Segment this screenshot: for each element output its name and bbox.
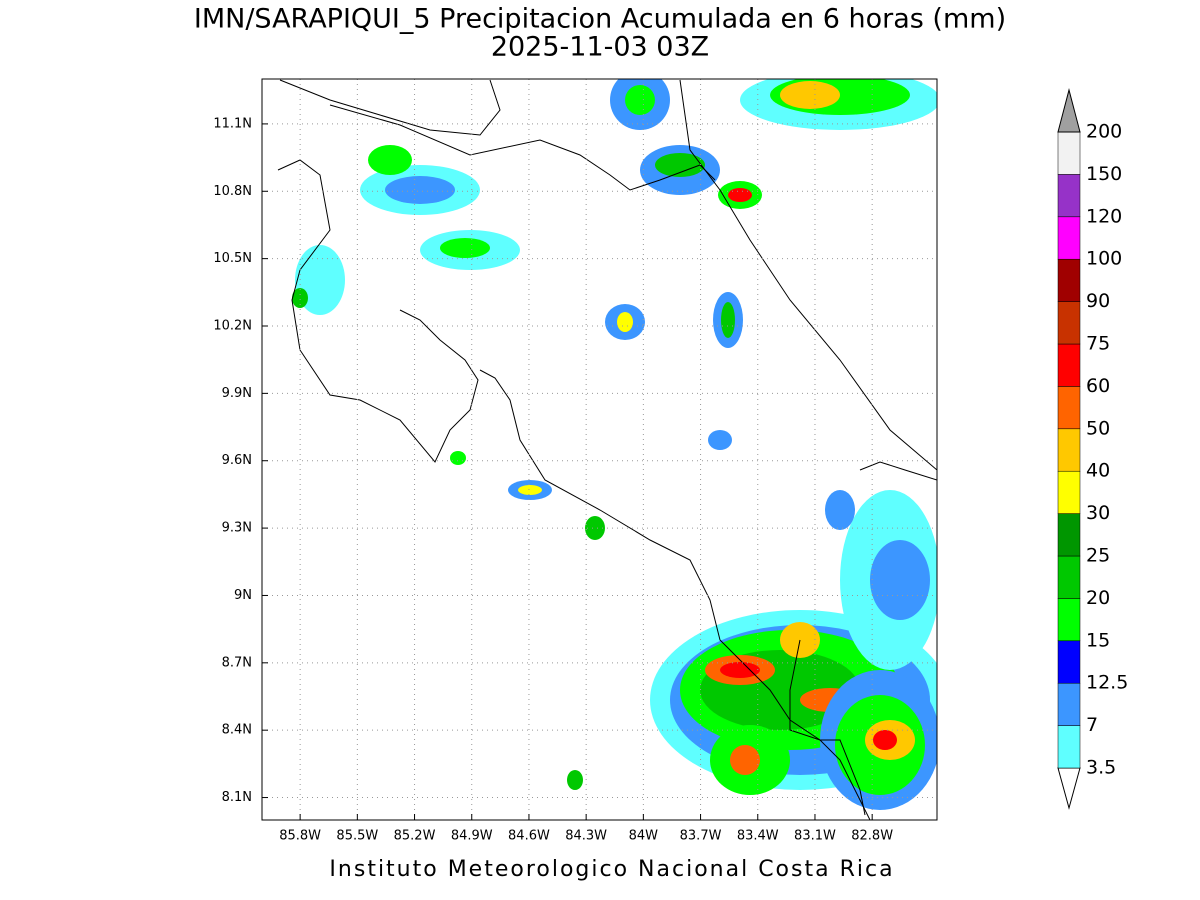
y-tick-label: 8.1N [222, 790, 252, 805]
colorbar-label: 200 [1086, 121, 1122, 143]
colorbar-label: 120 [1086, 205, 1122, 227]
colorbar-label: 40 [1086, 460, 1110, 482]
precipitation-field [292, 79, 937, 810]
x-tick-label: 83.4W [737, 829, 779, 844]
x-tick-label: 84W [629, 829, 659, 844]
colorbar-box [1057, 343, 1081, 387]
axes: 85.8W 85.5W 85.2W 84.9W 84.6W 84.3W 84W 83.7W 83… [213, 79, 937, 844]
title: IMN/SARAPIQUI_5 Precipitacion Acumulada … [194, 4, 1006, 35]
colorbar-box [1057, 258, 1081, 302]
colorbar-box [1057, 513, 1081, 557]
colorbar-under [1057, 767, 1081, 810]
colorbar-label: 90 [1086, 290, 1110, 312]
y-tick-label: 10.2N [213, 319, 252, 334]
colorbar-box [1057, 131, 1081, 175]
colorbar-box [1057, 301, 1081, 345]
colorbar-label: 30 [1086, 502, 1110, 524]
colorbar-label: 20 [1086, 587, 1110, 609]
precip-area [292, 145, 855, 790]
colorbar-label: 100 [1086, 248, 1122, 270]
x-tick-label: 83.1W [794, 829, 836, 844]
x-tick-label: 84.3W [565, 829, 607, 844]
colorbar-label: 60 [1086, 375, 1110, 397]
colorbar-box [1057, 682, 1081, 726]
border [789, 639, 866, 816]
x-tick-label: 82.8W [851, 829, 893, 844]
colorbar-over [1057, 88, 1081, 133]
x-tick-label: 83.7W [680, 829, 722, 844]
colorbar-box [1057, 725, 1081, 769]
x-tick-label: 85.2W [394, 829, 436, 844]
x-tick-label: 85.5W [336, 829, 378, 844]
coastline [479, 369, 871, 820]
colorbar-box [1057, 598, 1081, 642]
x-tick-label: 85.8W [279, 829, 321, 844]
coastline [277, 159, 479, 463]
map-frame [261, 78, 938, 821]
colorbar-box [1057, 428, 1081, 472]
x-tick-label: 84.9W [451, 829, 493, 844]
colorbar-box [1057, 555, 1081, 599]
colorbar: 3.5 7 12.5 15 20 25 30 40 50 60 75 90 100 120 150 200 [1057, 88, 1128, 810]
coastlines [277, 79, 937, 820]
border [329, 104, 716, 191]
x-tick-label: 84.6W [508, 829, 550, 844]
footer: Instituto Meteorologico Nacional Costa R… [329, 857, 894, 882]
colorbar-label: 12.5 [1086, 672, 1128, 694]
colorbar-box [1057, 386, 1081, 430]
colorbar-label: 150 [1086, 163, 1122, 185]
colorbar-label: 25 [1086, 545, 1110, 567]
y-tick-label: 9.3N [222, 521, 252, 536]
precip-area [610, 79, 937, 209]
coastline [859, 461, 937, 481]
precip-area [650, 490, 937, 810]
y-tick-label: 8.7N [222, 655, 252, 670]
y-tick-label: 9.9N [222, 386, 252, 401]
colorbar-label: 50 [1086, 417, 1110, 439]
y-tick-label: 10.5N [213, 251, 252, 266]
coastline [679, 79, 937, 471]
y-tick-label: 9N [234, 588, 252, 603]
y-tick-label: 10.8N [213, 184, 252, 199]
colorbar-label: 3.5 [1086, 757, 1116, 779]
colorbar-label: 7 [1086, 714, 1098, 736]
y-tick-label: 9.6N [222, 453, 252, 468]
colorbar-box [1057, 640, 1081, 684]
coastline [279, 79, 501, 136]
colorbar-box [1057, 174, 1081, 218]
subtitle: 2025-11-03 03Z [491, 32, 709, 63]
y-tick-label: 8.4N [222, 723, 252, 738]
colorbar-label: 75 [1086, 333, 1110, 355]
colorbar-box [1057, 216, 1081, 260]
y-tick-label: 11.1N [213, 116, 252, 131]
colorbar-box [1057, 470, 1081, 514]
colorbar-label: 15 [1086, 629, 1110, 651]
